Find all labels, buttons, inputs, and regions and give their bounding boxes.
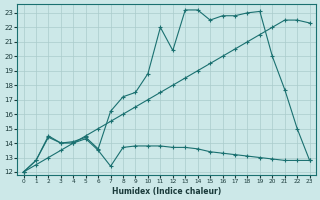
X-axis label: Humidex (Indice chaleur): Humidex (Indice chaleur) — [112, 187, 221, 196]
